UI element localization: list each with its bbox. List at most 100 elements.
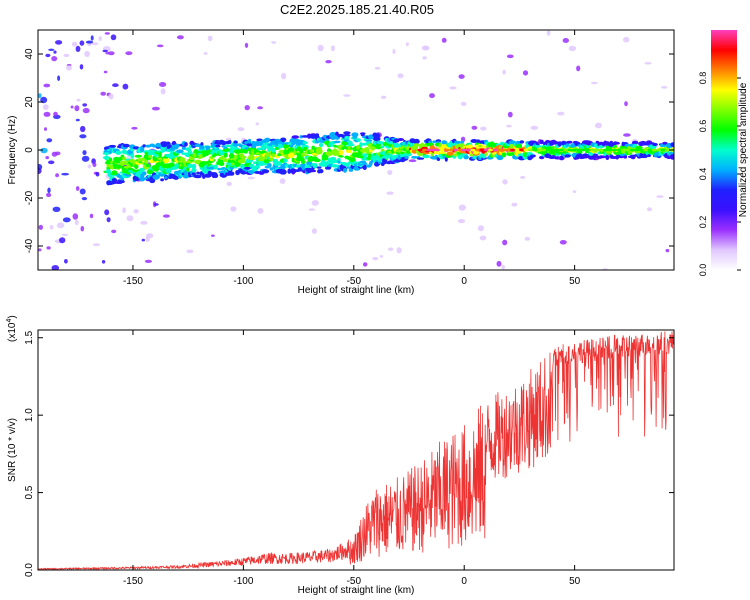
spectrogram-cell (120, 180, 125, 184)
spectrogram-cell (318, 142, 324, 148)
spectrogram-cell (426, 142, 434, 146)
spectrogram-cell (362, 153, 368, 157)
spectrogram-cell (580, 148, 587, 152)
spectrogram-cell (194, 174, 202, 178)
spectrogram-cell (441, 140, 448, 145)
spectrogram-cell (594, 122, 602, 129)
spectrogram-cell (446, 151, 454, 156)
spectrogram-cell (291, 169, 296, 175)
snr-y-multiplier: (x104) (6, 315, 18, 342)
spectrogram-cell (180, 165, 184, 170)
spectrogram-cell (585, 148, 591, 152)
spectrogram-cell (233, 140, 238, 144)
spectrogram-cell (92, 162, 97, 168)
spectrogram-cell (644, 62, 652, 65)
spectrogram-cell (576, 148, 582, 152)
spectrogram-cell (46, 192, 52, 198)
snr-y-tick-label: 1.0 (24, 408, 35, 422)
spectrogram-cell (148, 155, 153, 159)
spectrogram-cell (153, 153, 159, 157)
spectrogram-cell (313, 158, 321, 163)
spectrogram-cell (623, 155, 628, 159)
spectrogram-cell (229, 171, 235, 176)
colorbar-tick-label: 0.2 (698, 216, 708, 229)
spectrogram-cell (568, 45, 577, 52)
spectrogram-cell (662, 141, 668, 145)
spectrogram-cell (100, 91, 106, 96)
spectrogram-cell (215, 144, 221, 148)
spectrogram-y-ticks: -40 -20 0 20 40 (24, 48, 674, 253)
spectrogram-cell (443, 148, 450, 152)
spectrogram-cell (343, 94, 351, 97)
spectrogram-cell (91, 42, 99, 46)
spectrogram-cell (134, 164, 139, 170)
snr-x-tick-label: 50 (569, 576, 581, 587)
spectrogram-cell (470, 148, 476, 152)
spectrogram-cell (669, 154, 674, 160)
spectrogram-cell (199, 145, 205, 150)
spectrogram-cell (362, 164, 367, 171)
spectrogram-cell (237, 127, 245, 132)
spectrogram-cell (219, 161, 225, 166)
snr-series-line (38, 331, 674, 570)
spectrogram-cell (45, 53, 51, 58)
spectrogram-cell (271, 41, 277, 44)
spectrogram-cell (670, 142, 674, 148)
spectrogram-cell (514, 148, 520, 152)
spectrogram-cell (416, 157, 425, 160)
spectrogram-cell (92, 243, 100, 247)
spectrogram-cell (247, 176, 255, 180)
spectrogram-cell (38, 248, 42, 252)
spectrogram-cell (317, 44, 324, 52)
spectrogram-cell (108, 182, 117, 185)
spectrogram-cell (278, 149, 285, 155)
spectrogram-cell (186, 166, 190, 173)
spectrogram-cell (558, 148, 565, 152)
spectrogram-cell (248, 169, 255, 175)
spectrogram-cell (505, 148, 511, 152)
spectrogram-cell (460, 140, 464, 144)
spectrogram-cell (448, 148, 454, 152)
spectrogram-cell (397, 73, 404, 79)
spectrogram-cell (71, 41, 78, 47)
spectrogram-cell (276, 162, 282, 166)
spectrogram-cell (311, 145, 316, 150)
spectrogram-cell (393, 143, 400, 148)
spectrogram-cell (631, 140, 639, 145)
spectrogram-cell (51, 56, 58, 62)
spectrogram-cell (397, 138, 405, 141)
spectrogram-cell (291, 142, 296, 146)
spectrogram-cell (488, 148, 494, 152)
spectrogram-cell (435, 148, 441, 152)
spectrogram-cell (388, 247, 394, 251)
snr-y-tick-label: 1.5 (24, 330, 35, 344)
spectrogram-cell (423, 45, 430, 51)
spectrogram-cell (102, 152, 111, 155)
spectrogram-cell (254, 165, 261, 169)
spectrogram-cell (98, 36, 102, 41)
spectrogram-cell (40, 147, 48, 154)
spectrogram-cell (607, 148, 613, 152)
spectrogram-cell (186, 249, 194, 254)
spectrogram-cell (156, 175, 161, 179)
spectrogram-cell (642, 148, 648, 152)
spectrogram-cell (103, 70, 108, 74)
spectrogram-cell (457, 219, 466, 224)
spectrogram-cell (467, 144, 474, 149)
spectrogram-cell (374, 67, 381, 70)
spectrogram-y-label: Frequency (Hz) (7, 116, 18, 185)
spectrogram-cell (101, 260, 106, 264)
snr-y-tick-label: 0.5 (24, 485, 35, 499)
spectrogram-cell (191, 163, 197, 170)
spectrogram-cell (122, 83, 129, 90)
spectrogram-x-tick-label: -100 (233, 276, 253, 287)
colorbar-tick-label: 0.0 (698, 264, 708, 277)
spectrogram-cell (213, 164, 218, 170)
spectrogram-cell (82, 150, 87, 156)
spectrogram-cell (90, 35, 94, 41)
spectrogram-cell (223, 152, 228, 158)
spectrogram-cell (141, 238, 145, 242)
spectrogram-cell (108, 51, 115, 56)
spectrogram-cell (154, 203, 159, 206)
